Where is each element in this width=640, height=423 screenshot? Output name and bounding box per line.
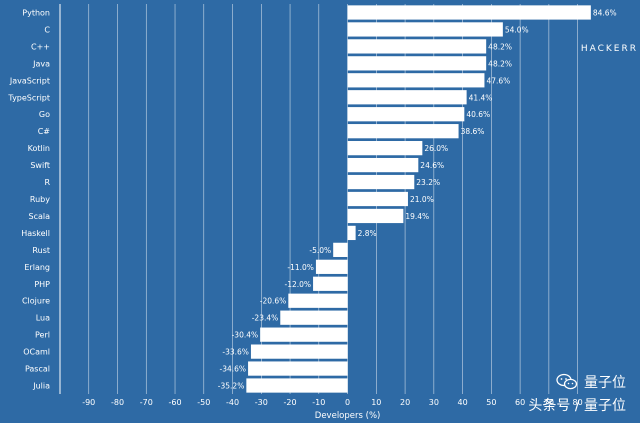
category-label: Pascal xyxy=(25,365,50,374)
x-tick-label: 70 xyxy=(544,398,554,407)
data-label: -12.0% xyxy=(285,280,312,289)
bar-c- xyxy=(347,124,459,139)
data-label: 47.6% xyxy=(486,76,510,85)
category-label: C# xyxy=(38,127,51,136)
x-axis-title: Developers (%) xyxy=(315,411,381,421)
data-label: 2.8% xyxy=(358,229,377,238)
data-label: -30.4% xyxy=(232,331,259,340)
wechat-icon xyxy=(556,373,578,390)
data-label: -23.4% xyxy=(252,314,279,323)
category-label: Lua xyxy=(36,314,50,323)
bar-rust xyxy=(333,242,348,257)
bar-ocaml xyxy=(250,344,348,359)
category-label: Scala xyxy=(28,212,50,221)
x-tick-label: -60 xyxy=(168,398,181,407)
x-tick-label: -90 xyxy=(82,398,95,407)
category-label: Go xyxy=(39,110,50,119)
watermark-bottom-text: 头条号 / 量子位 xyxy=(528,398,626,414)
x-tick-label: 10 xyxy=(371,398,381,407)
bar-swift xyxy=(347,157,419,173)
x-tick-label: 80 xyxy=(573,398,583,407)
bar-kotlin xyxy=(347,141,423,156)
bar-java xyxy=(347,56,487,71)
x-tick-label: -70 xyxy=(140,398,153,407)
category-label: C xyxy=(44,25,50,34)
data-label: 40.6% xyxy=(466,110,490,119)
category-label: Haskell xyxy=(21,229,50,238)
category-label: R xyxy=(44,178,50,187)
data-label: -35.2% xyxy=(218,382,245,391)
data-label: 48.2% xyxy=(488,42,512,51)
bar-php xyxy=(313,276,348,291)
bar-ruby xyxy=(347,191,408,207)
category-label: PHP xyxy=(34,280,50,289)
category-label: Swift xyxy=(30,161,50,170)
x-tick-label: -80 xyxy=(111,398,124,407)
category-label: Rust xyxy=(32,246,50,255)
data-label: 19.4% xyxy=(405,212,429,221)
category-label: Kotlin xyxy=(28,144,50,153)
x-tick-label: -30 xyxy=(255,398,268,407)
category-label: JavaScript xyxy=(9,76,50,85)
x-tick-label: -10 xyxy=(312,398,325,407)
category-label: C++ xyxy=(31,42,50,51)
x-tick-label: 50 xyxy=(486,398,496,407)
data-label: -11.0% xyxy=(287,263,314,272)
bar-python xyxy=(347,5,591,20)
category-label: Clojure xyxy=(22,297,50,306)
bar-clojure xyxy=(288,293,348,308)
category-label: Perl xyxy=(35,331,50,340)
x-tick-label: 30 xyxy=(429,398,439,407)
bar-scala xyxy=(347,208,404,224)
category-label: OCaml xyxy=(23,348,50,357)
bar-lua xyxy=(280,310,348,325)
data-label: 23.2% xyxy=(416,178,440,187)
category-label: Erlang xyxy=(24,263,50,272)
data-label: 21.0% xyxy=(410,195,434,204)
bar-go xyxy=(347,107,465,122)
data-label: 54.0% xyxy=(505,25,529,34)
x-tick-label: -20 xyxy=(284,398,297,407)
watermark: 量子位 头条号 / 量子位 xyxy=(528,372,626,415)
x-tick-label: 40 xyxy=(458,398,468,407)
bar-haskell xyxy=(347,225,356,241)
x-tick-label: 20 xyxy=(400,398,410,407)
bar-c xyxy=(347,22,503,37)
bar-r xyxy=(347,174,415,190)
bar-erlang xyxy=(315,259,348,274)
data-label: 38.6% xyxy=(461,127,485,136)
x-tick-label: 0 xyxy=(345,398,350,407)
category-label: Java xyxy=(32,59,50,68)
hackerrank-logo-text: HACKERR xyxy=(580,44,638,54)
data-label: -33.6% xyxy=(222,348,249,357)
bar-julia xyxy=(246,378,348,393)
bar-javascript xyxy=(347,73,485,88)
watermark-top-text: 量子位 xyxy=(584,375,626,391)
bar-perl xyxy=(260,327,348,342)
category-label: Ruby xyxy=(30,195,50,204)
data-label: -5.0% xyxy=(309,246,331,255)
data-label: 41.4% xyxy=(469,93,493,102)
category-label: TypeScript xyxy=(7,93,50,102)
data-label: -20.6% xyxy=(260,297,287,306)
x-tick-label: -40 xyxy=(226,398,239,407)
data-label: 24.6% xyxy=(420,161,444,170)
x-tick-label: -50 xyxy=(197,398,210,407)
data-label: 26.0% xyxy=(424,144,448,153)
bar-pascal xyxy=(248,361,348,376)
category-label: Julia xyxy=(32,382,50,391)
data-label: 84.6% xyxy=(593,8,617,17)
data-label: -34.6% xyxy=(220,365,247,374)
x-tick-label: 60 xyxy=(515,398,525,407)
bar-c- xyxy=(347,39,487,54)
category-label: Python xyxy=(22,8,50,17)
data-label: 48.2% xyxy=(488,59,512,68)
bar-typescript xyxy=(347,90,467,105)
